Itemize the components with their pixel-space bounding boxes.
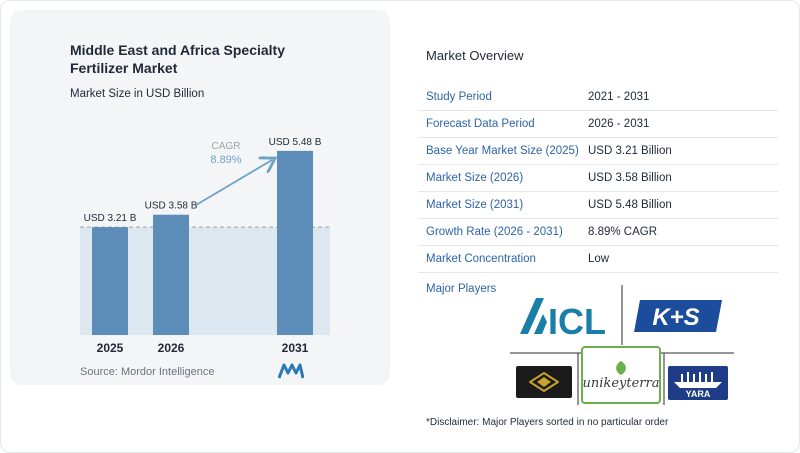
cagr-value: 8.89% [210, 154, 241, 166]
overview-row: Market Size (2031) USD 5.48 Billion [418, 192, 778, 219]
overview-row-label: Market Size (2026) [426, 172, 524, 184]
overview-row-label: Base Year Market Size (2025) [426, 145, 579, 157]
overview-row-label: Market Concentration [426, 253, 536, 265]
overview-row: Base Year Market Size (2025) USD 3.21 Bil… [418, 138, 778, 165]
overview-table: Study Period 2021 - 2031 Forecast Data Per… [418, 84, 778, 273]
overview-row-value: USD 5.48 Billion [588, 199, 672, 211]
overview-row-label: Study Period [426, 91, 492, 103]
bar-chart: USD 3.21 B 2025 USD 3.58 B 2026 USD 5.48 B 20… [80, 137, 330, 355]
x-tick-label: 2026 [158, 341, 185, 355]
chart-subtitle: Market Size in USD Billion [70, 88, 205, 100]
overview-row-value: Low [588, 253, 610, 265]
icl-logo: ICL [516, 290, 616, 342]
overview-row: Forecast Data Period 2026 - 2031 [418, 111, 778, 138]
x-tick-label: 2031 [282, 341, 309, 355]
overview-row: Market Concentration Low [418, 246, 778, 273]
major-players-label: Major Players [426, 283, 497, 295]
ks-logo: K+S [632, 298, 724, 334]
x-tick-label: 2025 [97, 341, 124, 355]
overview-row-label: Growth Rate (2026 - 2031) [426, 226, 563, 238]
diamond-emblem-icon [529, 372, 559, 392]
overview-row-value: 8.89% CAGR [588, 226, 658, 238]
bar-2026 [153, 214, 189, 335]
disclaimer-text: *Disclaimer: Major Players sorted in no … [426, 417, 669, 428]
yara-logo: YARA [668, 366, 728, 400]
bar-value-label: USD 3.58 B [145, 201, 198, 212]
unikeyterra-logo: unikeyterra [581, 346, 661, 404]
ks-logo-icon: K+S [634, 300, 722, 332]
bar-2025 [92, 227, 128, 335]
player-logo-dark [516, 366, 572, 398]
overview-title: Market Overview [426, 48, 524, 63]
bar-value-label: USD 5.48 B [269, 137, 322, 148]
mordor-logo-icon [278, 363, 304, 379]
overview-row: Growth Rate (2026 - 2031) 8.89% CAGR [418, 219, 778, 246]
icl-logo-icon: ICL [520, 298, 606, 342]
bar-2031 [277, 150, 313, 335]
overview-row-value: USD 3.21 Billion [588, 145, 672, 157]
overview-row-value: 2021 - 2031 [588, 91, 650, 103]
bar-value-label: USD 3.21 B [84, 213, 137, 224]
overview-row-label: Forecast Data Period [426, 118, 535, 130]
overview-row-value: 2026 - 2031 [588, 118, 650, 130]
icl-text: ICL [548, 301, 606, 342]
overview-row: Market Size (2026) USD 3.58 Billion [418, 165, 778, 192]
overview-row-label: Market Size (2031) [426, 199, 524, 211]
yara-ship-icon: YARA [668, 366, 728, 400]
ks-text: K+S [652, 304, 699, 331]
cagr-label: CAGR [212, 141, 241, 152]
overview-row: Study Period 2021 - 2031 [418, 84, 778, 111]
unikeyterra-text: unikeyterra [582, 375, 660, 391]
source-note: Source: Mordor Intelligence [80, 366, 215, 378]
overview-row-value: USD 3.58 Billion [588, 172, 672, 184]
leaf-icon [616, 360, 626, 375]
chart-title: Middle East and Africa Specialty Fertili… [70, 42, 285, 76]
yara-text: YARA [686, 389, 711, 399]
cagr-arrow [195, 160, 272, 206]
